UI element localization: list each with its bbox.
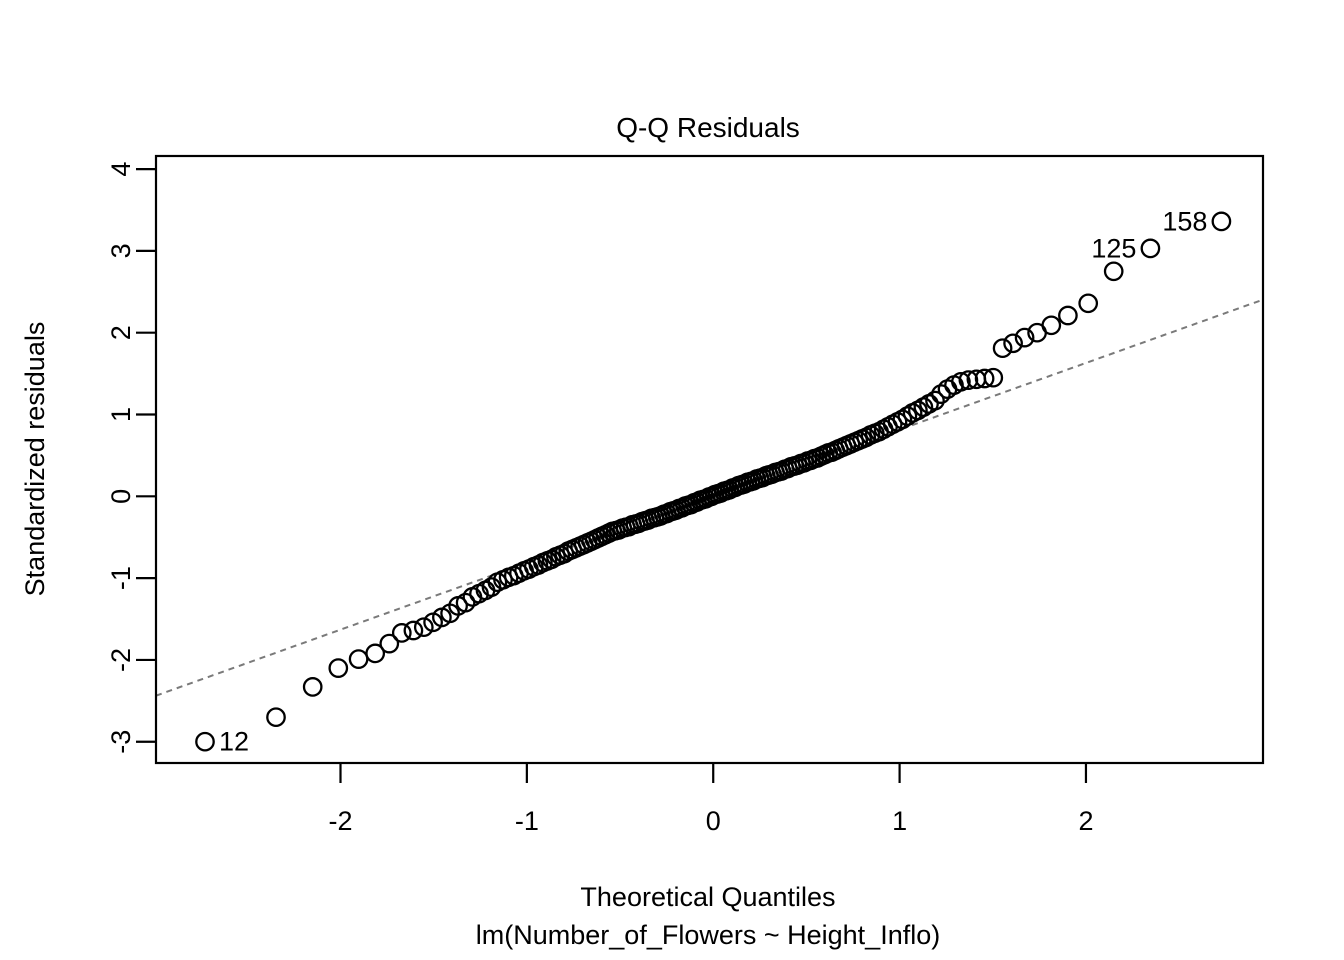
data-point <box>974 368 995 389</box>
y-tick-label: 1 <box>106 407 136 422</box>
y-tick-label: 0 <box>106 489 136 504</box>
data-point <box>1078 293 1099 314</box>
data-point <box>992 338 1013 359</box>
data-point <box>302 677 323 697</box>
data-point <box>983 367 1004 388</box>
data-point <box>328 658 349 678</box>
y-axis-label: Standardized residuals <box>20 322 50 597</box>
x-axis-label: Theoretical Quantiles <box>580 882 835 912</box>
y-tick-label: -1 <box>106 566 136 590</box>
x-tick-label: 2 <box>1078 806 1093 836</box>
data-point <box>1058 305 1078 326</box>
data-point <box>365 643 386 664</box>
chart-title: Q-Q Residuals <box>616 112 800 143</box>
plot-border <box>154 154 1265 765</box>
data-point <box>931 384 951 404</box>
x-tick-label: 0 <box>706 806 721 836</box>
data-point <box>379 633 400 654</box>
data-point <box>348 649 369 669</box>
data-point <box>403 620 424 641</box>
x-tick-label: -1 <box>515 806 539 836</box>
point-label: 125 <box>1091 233 1136 263</box>
data-point <box>925 390 945 411</box>
x-tick-label: 1 <box>892 806 907 836</box>
data-point <box>195 731 215 752</box>
x-tick-label: -2 <box>328 806 352 836</box>
point-label: 158 <box>1162 206 1207 236</box>
data-point <box>1003 333 1023 354</box>
data-point <box>1103 261 1124 282</box>
data-point <box>892 409 913 430</box>
y-tick-label: 3 <box>106 243 136 258</box>
data-point <box>1041 315 1062 336</box>
data-point <box>455 592 476 613</box>
data-point <box>391 623 412 643</box>
point-label: 12 <box>219 727 249 757</box>
data-point <box>1140 238 1161 259</box>
data-point <box>1014 327 1035 348</box>
y-tick-label: 4 <box>106 162 136 177</box>
data-point <box>266 707 286 728</box>
y-tick-label: -3 <box>106 730 136 754</box>
model-formula-label: lm(Number_of_Flowers ~ Height_Inflo) <box>476 920 940 950</box>
y-tick-label: -2 <box>106 648 136 672</box>
data-point <box>413 617 434 638</box>
data-point <box>1211 211 1232 232</box>
y-tick-label: 2 <box>106 325 136 340</box>
data-point <box>951 371 971 392</box>
